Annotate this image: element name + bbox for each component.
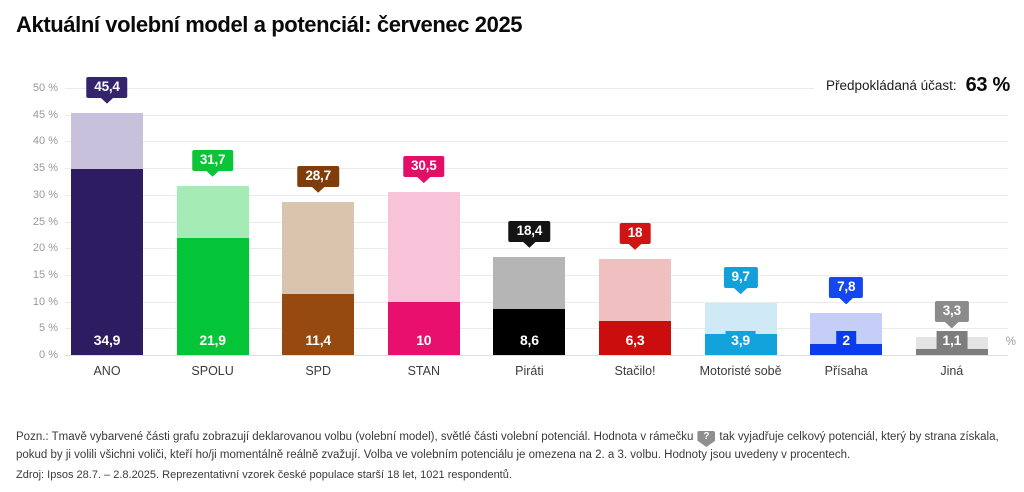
potential-segment (176, 185, 249, 239)
party-label: SPD (305, 364, 332, 378)
potential-badge-value: 18 (619, 222, 651, 244)
bar-group-ano: 34,9 45,4 ANO (71, 76, 143, 378)
model-segment (915, 349, 988, 355)
model-value-label: 6,3 (619, 331, 651, 350)
y-tick-label: 10 % (32, 295, 58, 308)
party-label: SPOLU (191, 364, 234, 378)
footnote-text-2: tak vyjadřuje celkový potenciál, který b… (16, 431, 999, 461)
badge-arrow-icon (733, 287, 749, 295)
potential-segment (71, 112, 143, 169)
y-tick-label: 15 % (32, 268, 58, 281)
gridline (65, 141, 1008, 143)
y-tick-label: 5 % (39, 322, 58, 335)
model-segment (71, 168, 143, 355)
party-label: Stačilo! (614, 364, 656, 378)
gridline (65, 248, 1008, 250)
party-label: STAN (407, 364, 441, 378)
party-label: ANO (93, 364, 121, 378)
page-title: Aktuální volební model a potenciál: červ… (16, 12, 523, 37)
potential-badge: 28,7 (297, 165, 339, 193)
potential-badge-value: 28,7 (297, 165, 339, 187)
model-value-label: 21,9 (193, 331, 232, 350)
potential-badge: 31,7 (191, 149, 234, 177)
party-label: Motoristé sobě (699, 364, 782, 378)
badge-arrow-icon (944, 321, 960, 329)
potential-segment (387, 192, 460, 302)
model-value-label: 1,1 (936, 331, 968, 350)
y-tick-label: 25 % (32, 215, 58, 228)
potential-segment (282, 201, 355, 295)
model-value-label: 11,4 (299, 331, 338, 350)
potential-badge-value: 30,5 (403, 156, 445, 178)
bar-group-pir-ti: 8,6 18,4 Piráti (493, 88, 566, 378)
badge-arrow-icon (205, 169, 221, 177)
model-value-label: 2 (836, 331, 856, 350)
bar-group-jin-: 1,1 3,3 Jiná (915, 88, 988, 378)
bar-group-spolu: 21,9 31,7 SPOLU (176, 88, 249, 378)
model-value-label: 34,9 (87, 331, 127, 350)
badge-arrow-icon (521, 240, 537, 248)
y-tick-label: 0 % (39, 349, 58, 361)
potential-badge: 7,8 (829, 277, 864, 305)
potential-badge-value: 18,4 (508, 220, 551, 242)
bar-group-motorist-sob-: 3,9 9,7 Motoristé sobě (700, 88, 782, 378)
badge-arrow-icon (627, 242, 643, 250)
potential-badge: 3,3 (934, 301, 969, 329)
potential-badge: 18 (619, 222, 651, 250)
gridline (65, 168, 1008, 170)
potential-segment (599, 258, 671, 322)
badge-arrow-icon (310, 185, 326, 193)
badge-arrow-icon (99, 96, 115, 104)
y-tick-label: 35 % (32, 162, 58, 175)
bar-group-sta-ilo-: 6,3 18 Stačilo! (599, 88, 671, 378)
badge-arrow-icon (416, 176, 432, 184)
potential-badge-value: 3,3 (934, 301, 969, 323)
model-value-label: 10 (410, 331, 438, 350)
turnout-indicator: Předpokládaná účast: 63 % (814, 72, 1010, 99)
source-line: Zdroj: Ipsos 28.7. – 2.8.2025. Reprezent… (16, 469, 512, 481)
bar-group-p-saha: 2 7,8 Přísaha (810, 88, 883, 378)
y-tick-label: 50 % (32, 82, 58, 94)
potential-segment (704, 303, 777, 335)
footnote: Pozn.: Tmavě vybarvené části grafu zobra… (16, 429, 1011, 464)
potential-badge: 9,7 (723, 267, 758, 295)
potential-badge-value: 7,8 (829, 277, 864, 299)
y-tick-label: 30 % (32, 188, 58, 201)
bar-group-spd: 11,4 28,7 SPD (282, 88, 355, 378)
y-tick-label: 20 % (32, 242, 58, 255)
badge-arrow-icon (838, 297, 854, 305)
party-label: Jiná (940, 364, 964, 378)
turnout-value: 63 % (965, 74, 1011, 96)
turnout-label: Předpokládaná účast: (826, 78, 957, 93)
party-label: Přísaha (824, 364, 868, 378)
axis-unit-label: % (1005, 336, 1016, 348)
model-value-label: 3,9 (725, 331, 757, 350)
question-badge-icon: ? (697, 431, 716, 447)
potential-badge: 30,5 (403, 156, 445, 184)
chart-plot-area: % 34,9 45,4 ANO 21,9 31,7 SPOLU 11,4 28,7 SPD 10 3… (65, 76, 1016, 378)
potential-badge-value: 45,4 (86, 76, 128, 98)
gridline (65, 194, 1008, 196)
footnote-text-1: Pozn.: Tmavě vybarvené části grafu zobra… (16, 431, 694, 443)
potential-badge-value: 31,7 (191, 149, 234, 171)
bar-group-stan: 10 30,5 STAN (387, 88, 460, 378)
party-label: Piráti (515, 364, 544, 378)
model-value-label: 8,6 (513, 331, 545, 350)
gridline (65, 114, 1008, 116)
gridline (65, 355, 1008, 356)
potential-badge: 18,4 (508, 220, 551, 248)
potential-badge: 45,4 (86, 76, 128, 104)
gridline (65, 88, 1008, 89)
y-tick-label: 40 % (32, 135, 58, 148)
potential-segment (493, 256, 566, 310)
y-tick-label: 45 % (32, 108, 58, 121)
potential-badge-value: 9,7 (723, 267, 758, 289)
y-axis: 50 % 45 % 40 % 35 % 30 % 25 % 20 % 15 % 10 % 5 % 0… (12, 82, 58, 361)
